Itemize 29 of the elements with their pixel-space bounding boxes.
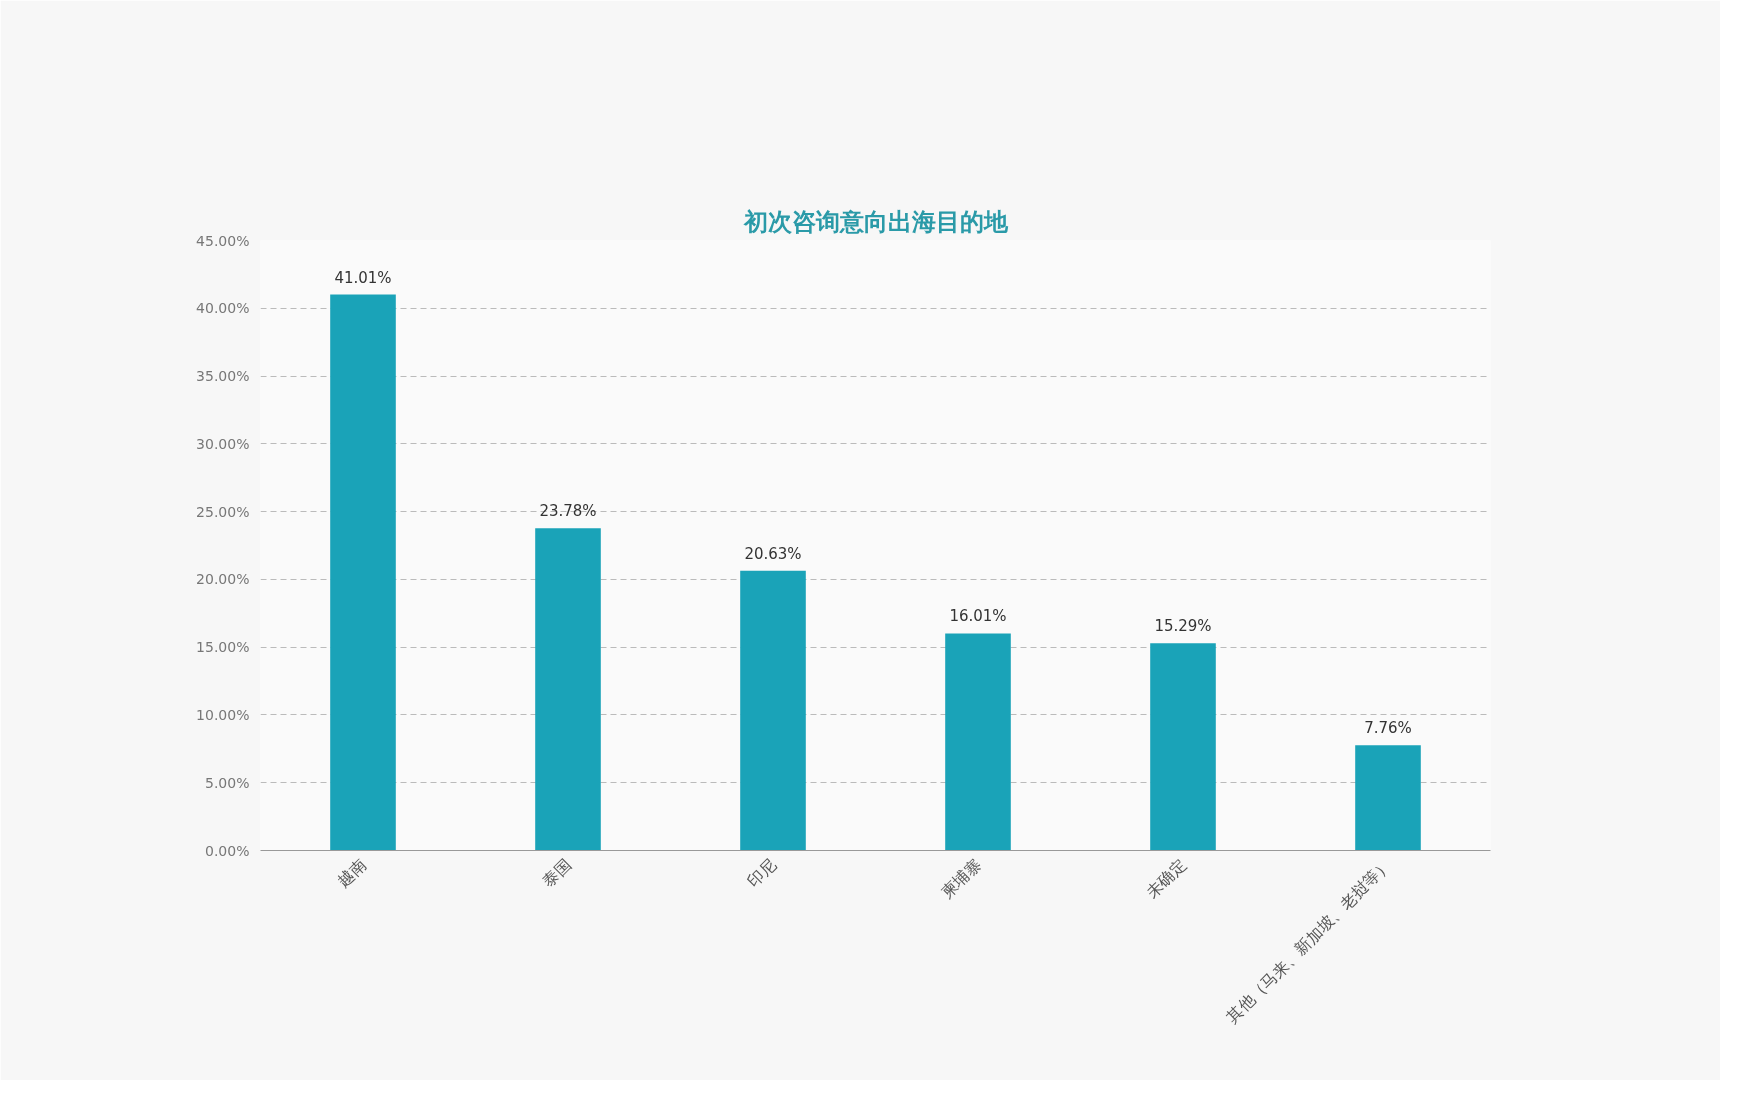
y-tick-label: 25.00% <box>196 503 250 520</box>
bar <box>535 528 601 851</box>
data-label: 23.78% <box>539 502 597 521</box>
bar <box>330 294 396 851</box>
data-label: 20.63% <box>744 544 802 563</box>
data-label: 41.01% <box>334 268 392 287</box>
bar <box>740 570 806 851</box>
data-label: 15.29% <box>1154 617 1212 636</box>
y-tick-label: 45.00% <box>196 232 250 249</box>
y-tick-label: 35.00% <box>196 368 250 385</box>
y-tick-label: 30.00% <box>196 435 250 452</box>
chart-title: 初次咨询意向出海目的地 <box>742 207 1009 236</box>
y-tick-label: 20.00% <box>196 571 250 588</box>
x-tick-label: 未确定 <box>1142 854 1190 903</box>
bar <box>1150 643 1216 851</box>
y-tick-label: 15.00% <box>196 639 250 656</box>
data-label: 16.01% <box>949 607 1007 626</box>
y-tick-label: 10.00% <box>196 706 250 723</box>
y-tick-label: 0.00% <box>205 842 250 859</box>
bar <box>1355 745 1421 851</box>
bar <box>945 633 1011 851</box>
x-tick-label: 柬埔寨 <box>937 854 985 903</box>
x-tick-label: 印尼 <box>743 854 780 891</box>
x-tick-label: 其他（马来、新加坡、老挝等） <box>1222 854 1395 1027</box>
y-tick-label: 5.00% <box>205 774 250 791</box>
y-tick-label: 40.00% <box>196 300 250 317</box>
data-label: 7.76% <box>1364 719 1412 738</box>
x-tick-label: 越南 <box>333 854 370 891</box>
x-tick-label: 泰国 <box>538 854 575 891</box>
